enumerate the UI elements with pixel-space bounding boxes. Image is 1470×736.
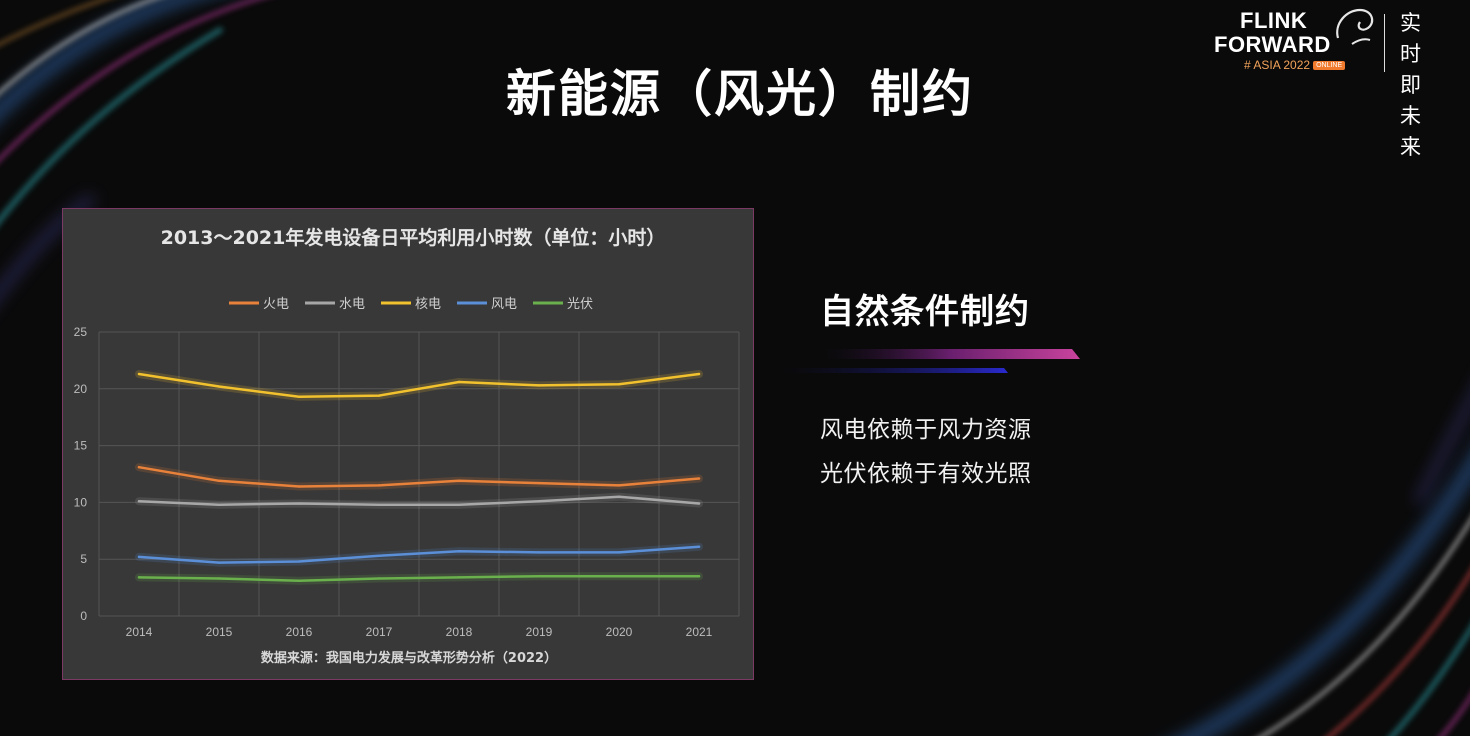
x-tick-label: 2015: [206, 625, 233, 639]
y-tick-label: 10: [74, 495, 88, 509]
series-line-3: [137, 372, 701, 399]
x-tick-label: 2016: [286, 625, 313, 639]
flink-forward-logo: FLINK FORWARD # ASIA 2022 ONLINE 实时即 未来: [1210, 6, 1460, 159]
data-point-series1: [617, 484, 621, 487]
data-point-series5: [617, 575, 621, 578]
y-tick-label: 25: [74, 325, 88, 339]
data-point-series1: [457, 479, 461, 483]
x-tick-label: 2019: [526, 625, 553, 639]
x-tick-label: 2014: [126, 625, 153, 639]
x-tick-label: 2017: [366, 625, 393, 639]
legend-label: 火电: [263, 297, 289, 312]
logo-event: # ASIA 2022 ONLINE: [1244, 58, 1346, 72]
logo-divider: [1384, 14, 1385, 72]
accent-bar: [822, 349, 1080, 359]
accent-line: [780, 368, 1008, 373]
data-point-series4: [617, 551, 621, 554]
squirrel-icon: [1336, 8, 1374, 45]
data-point-series3: [617, 383, 621, 386]
data-point-series3: [377, 394, 381, 397]
logo-slogan: 实时即 未来: [1400, 8, 1440, 163]
data-point-series4: [457, 550, 461, 553]
logo-line2: FORWARD: [1214, 32, 1331, 57]
legend-label: 风电: [491, 297, 517, 312]
logo-slogan-line2: 未来: [1400, 104, 1421, 159]
section-heading: 自然条件制约: [820, 292, 1030, 332]
legend-label: 水电: [339, 297, 365, 312]
data-point-series4: [537, 551, 541, 554]
data-point-series3: [297, 395, 301, 398]
data-point-series2: [537, 500, 541, 503]
series-line-4: [137, 545, 701, 564]
data-point-series3: [217, 385, 221, 388]
logo-slogan-line1: 实时即: [1400, 11, 1421, 97]
data-point-series3: [697, 372, 701, 376]
logo-line1: FLINK: [1240, 8, 1308, 33]
data-point-series1: [377, 484, 381, 487]
data-point-series5: [697, 575, 701, 578]
x-tick-label: 2020: [606, 625, 633, 639]
data-point-series5: [537, 575, 541, 578]
data-point-series5: [217, 577, 221, 580]
chart-panel: 0 5 10 15 20 25 2014 2015 2016 2017 2018 2019 2020 20…: [62, 208, 754, 680]
x-tick-label: 2021: [686, 625, 713, 639]
data-point-series2: [697, 502, 701, 505]
data-point-series1: [537, 481, 541, 485]
y-tick-label: 5: [80, 552, 87, 566]
y-tick-label: 20: [74, 382, 88, 396]
data-point-series4: [217, 561, 221, 564]
data-point-series1: [697, 477, 701, 480]
data-point-series5: [137, 576, 141, 579]
bullet-solar: 光伏依赖于有效光照: [820, 461, 1032, 487]
data-point-series2: [137, 500, 141, 503]
data-point-series4: [137, 555, 141, 559]
data-point-series1: [297, 485, 301, 488]
data-point-series5: [297, 579, 301, 582]
data-point-series5: [377, 577, 381, 580]
data-point-series1: [137, 465, 141, 469]
legend-label: 核电: [415, 297, 441, 312]
line-chart: 0 5 10 15 20 25 2014 2015 2016 2017 2018 2019 2020 20…: [74, 297, 740, 639]
series-line-5: [137, 574, 701, 583]
series-line-1: [137, 465, 701, 488]
x-tick-label: 2018: [446, 625, 473, 639]
legend-label: 光伏: [567, 297, 593, 312]
y-tick-label: 15: [74, 439, 88, 453]
data-point-series4: [377, 554, 381, 557]
series-line-2: [137, 495, 701, 506]
data-point-series2: [457, 503, 461, 506]
online-badge: ONLINE: [1313, 61, 1346, 71]
data-point-series4: [697, 545, 701, 548]
data-point-series2: [297, 502, 301, 505]
bullet-wind: 风电依赖于风力资源: [820, 417, 1032, 443]
logo-event-text: # ASIA 2022: [1244, 58, 1311, 72]
page-title: 新能源（风光）制约: [506, 65, 974, 123]
data-point-series5: [457, 576, 461, 579]
data-point-series3: [457, 380, 461, 384]
data-point-series2: [377, 503, 381, 506]
data-point-series1: [217, 479, 221, 483]
data-point-series3: [537, 384, 541, 387]
y-tick-label: 0: [80, 609, 87, 623]
data-point-series4: [297, 560, 301, 563]
chart-source: 数据来源：我国电力发展与改革形势分析（2022）: [260, 651, 558, 666]
data-point-series3: [137, 372, 141, 376]
chart-title: 2013～2021年发电设备日平均利用小时数（单位：小时）: [160, 227, 666, 249]
data-point-series2: [617, 495, 621, 498]
data-point-series2: [217, 503, 221, 506]
